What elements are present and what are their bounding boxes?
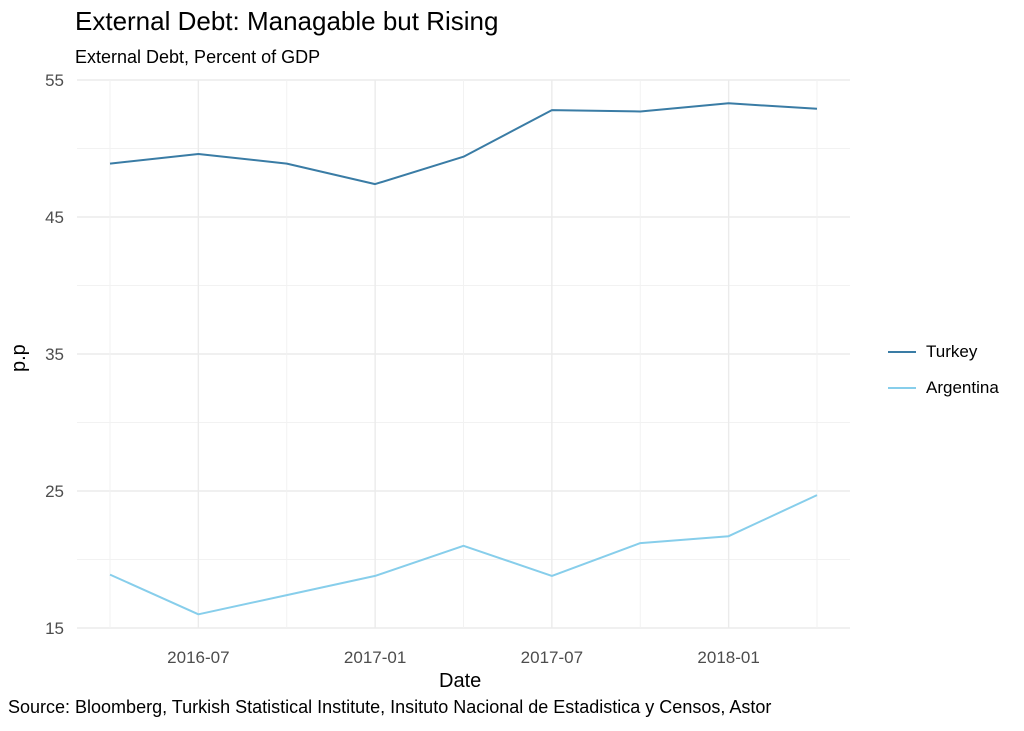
series-line-argentina: [109, 494, 818, 616]
x-tick-label: 2018-01: [697, 648, 759, 667]
legend-item-argentina: Argentina: [888, 370, 999, 406]
legend-label-turkey: Turkey: [926, 342, 978, 361]
y-tick-label: 35: [45, 345, 64, 364]
legend-key-argentina: [888, 387, 916, 389]
x-tick-label: 2017-01: [344, 648, 406, 667]
legend-item-turkey: Turkey: [888, 334, 999, 370]
legend-label-argentina: Argentina: [926, 378, 999, 397]
y-tick-label: 55: [45, 71, 64, 90]
series-lines: [109, 102, 818, 616]
series-line-turkey: [109, 102, 818, 186]
x-axis-ticks: 2016-07 2017-01 2017-07 2018-01: [167, 648, 760, 667]
y-tick-label: 45: [45, 208, 64, 227]
y-tick-label: 25: [45, 482, 64, 501]
x-tick-label: 2016-07: [167, 648, 229, 667]
x-tick-label: 2017-07: [521, 648, 583, 667]
grid: [77, 79, 850, 629]
y-axis-ticks: 15 25 35 45 55: [45, 71, 64, 638]
chart-title: External Debt: Managable but Rising: [75, 6, 499, 36]
y-axis-label: p.p: [8, 344, 30, 372]
source-caption: Source: Bloomberg, Turkish Statistical I…: [8, 697, 772, 717]
chart-subtitle: External Debt, Percent of GDP: [75, 47, 321, 67]
y-tick-label: 15: [45, 619, 64, 638]
legend-key-turkey: [888, 351, 916, 353]
legend: Turkey Argentina: [888, 334, 999, 406]
x-axis-label: Date: [439, 670, 482, 692]
